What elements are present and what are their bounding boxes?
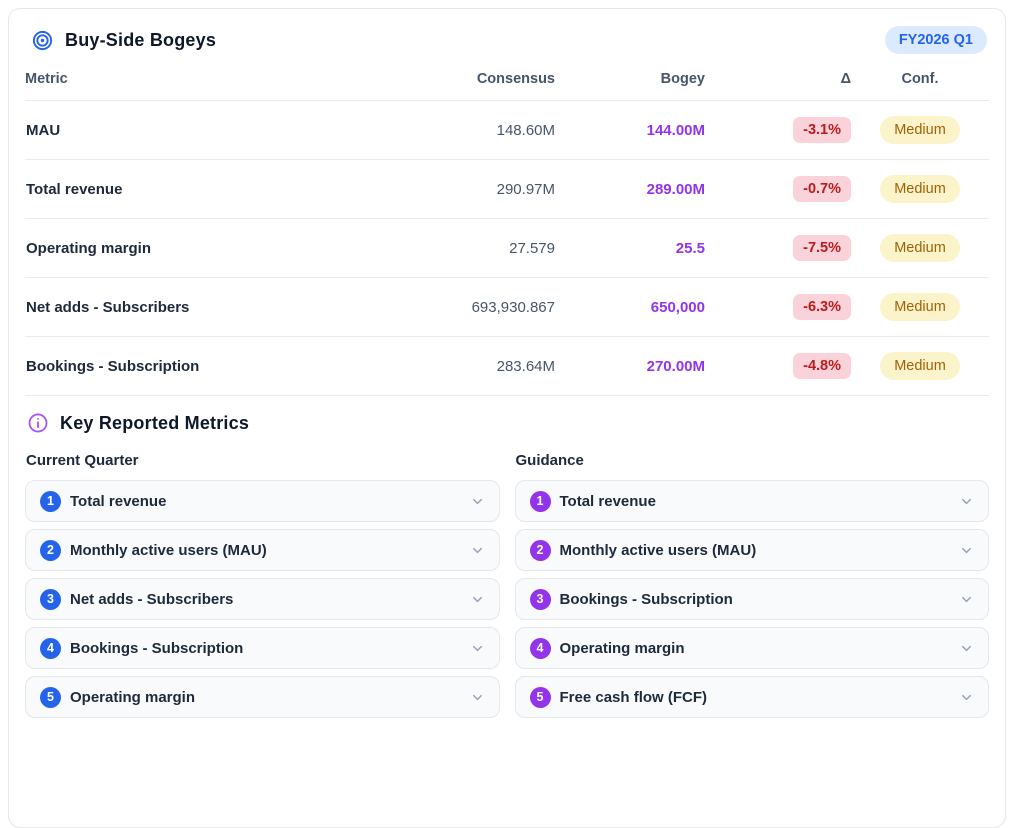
consensus-value: 148.60M bbox=[403, 100, 555, 160]
confidence-badge: Medium bbox=[880, 352, 960, 380]
chevron-down-icon bbox=[470, 641, 485, 656]
table-row: MAU 148.60M 144.00M -3.1% Medium bbox=[25, 100, 989, 160]
current-quarter-metric-dropdown-4[interactable]: 4 Bookings - Subscription bbox=[25, 627, 500, 669]
column-header-delta: Δ bbox=[705, 63, 851, 101]
rank-badge: 1 bbox=[529, 490, 551, 512]
dropdown-selected-label: Net adds - Subscribers bbox=[70, 590, 234, 608]
guidance-metric-dropdown-1[interactable]: 1 Total revenue bbox=[514, 480, 989, 522]
bogey-value: 650,000 bbox=[555, 277, 705, 337]
column-header-conf: Conf. bbox=[851, 63, 989, 101]
chevron-down-icon bbox=[959, 543, 974, 558]
guidance-column: Guidance 1 Total revenue 2 Monthly activ… bbox=[514, 446, 989, 725]
guidance-metric-dropdown-3[interactable]: 3 Bookings - Subscription bbox=[514, 578, 989, 620]
chevron-down-icon bbox=[959, 641, 974, 656]
rank-badge: 5 bbox=[40, 686, 61, 708]
metric-name: Operating margin bbox=[25, 218, 403, 278]
current-quarter-metric-dropdown-3[interactable]: 3 Net adds - Subscribers bbox=[25, 578, 500, 620]
table-header-row: Metric Consensus Bogey Δ Conf. bbox=[25, 63, 989, 101]
rank-badge: 2 bbox=[40, 539, 61, 561]
confidence-badge: Medium bbox=[880, 116, 960, 144]
info-icon bbox=[27, 412, 49, 434]
metric-name: Total revenue bbox=[25, 159, 403, 219]
guidance-metric-dropdown-5[interactable]: 5 Free cash flow (FCF) bbox=[514, 676, 989, 718]
dropdown-selected-label: Monthly active users (MAU) bbox=[70, 541, 267, 559]
confidence-badge: Medium bbox=[880, 175, 960, 203]
table-row: Bookings - Subscription 283.64M 270.00M … bbox=[25, 336, 989, 396]
chevron-down-icon bbox=[959, 592, 974, 607]
dropdown-selected-label: Monthly active users (MAU) bbox=[559, 541, 757, 559]
column-header-bogey: Bogey bbox=[555, 63, 705, 101]
period-badge: FY2026 Q1 bbox=[884, 26, 987, 54]
dropdown-selected-label: Operating margin bbox=[70, 688, 196, 706]
delta-badge: -0.7% bbox=[793, 176, 851, 202]
bogey-value: 289.00M bbox=[555, 159, 705, 219]
key-reported-metrics-header: Key Reported Metrics bbox=[25, 412, 989, 434]
guidance-metric-dropdown-4[interactable]: 4 Operating margin bbox=[514, 627, 989, 669]
table-row: Net adds - Subscribers 693,930.867 650,0… bbox=[25, 277, 989, 337]
column-heading-guidance: Guidance bbox=[515, 452, 584, 469]
column-header-consensus: Consensus bbox=[403, 63, 555, 101]
consensus-value: 27.579 bbox=[403, 218, 555, 278]
chevron-down-icon bbox=[959, 494, 974, 509]
metric-name: Bookings - Subscription bbox=[25, 336, 403, 396]
bogey-value: 270.00M bbox=[555, 336, 705, 396]
column-header-metric: Metric bbox=[25, 63, 403, 101]
rank-badge: 4 bbox=[40, 637, 61, 659]
rank-badge: 1 bbox=[40, 490, 61, 512]
delta-badge: -3.1% bbox=[793, 117, 851, 143]
consensus-value: 283.64M bbox=[403, 336, 555, 396]
metric-name: Net adds - Subscribers bbox=[25, 277, 403, 337]
rank-badge: 2 bbox=[529, 539, 551, 561]
dropdown-selected-label: Total revenue bbox=[70, 492, 167, 510]
delta-badge: -6.3% bbox=[793, 294, 851, 320]
dropdown-selected-label: Bookings - Subscription bbox=[70, 639, 244, 657]
dropdown-selected-label: Operating margin bbox=[559, 639, 685, 657]
column-heading-current-quarter: Current Quarter bbox=[26, 452, 139, 469]
target-icon bbox=[31, 29, 54, 52]
guidance-metric-dropdown-2[interactable]: 2 Monthly active users (MAU) bbox=[514, 529, 989, 571]
current-quarter-metric-dropdown-5[interactable]: 5 Operating margin bbox=[25, 676, 500, 718]
current-quarter-column: Current Quarter 1 Total revenue 2 Monthl… bbox=[25, 446, 500, 725]
buy-side-bogeys-card: Buy-Side Bogeys FY2026 Q1 Metric Consens… bbox=[8, 8, 1006, 828]
delta-badge: -7.5% bbox=[793, 235, 851, 261]
section-title: Key Reported Metrics bbox=[60, 412, 250, 433]
page-title: Buy-Side Bogeys bbox=[65, 29, 217, 50]
chevron-down-icon bbox=[470, 592, 485, 607]
key-metrics-grid: Current Quarter 1 Total revenue 2 Monthl… bbox=[25, 446, 989, 725]
rank-badge: 3 bbox=[529, 588, 551, 610]
card-header: Buy-Side Bogeys FY2026 Q1 bbox=[25, 24, 989, 54]
rank-badge: 5 bbox=[529, 686, 551, 708]
dropdown-selected-label: Bookings - Subscription bbox=[559, 590, 733, 608]
consensus-value: 290.97M bbox=[403, 159, 555, 219]
delta-badge: -4.8% bbox=[793, 353, 851, 379]
bogey-value: 25.5 bbox=[555, 218, 705, 278]
metric-name: MAU bbox=[25, 100, 403, 160]
table-row: Total revenue 290.97M 289.00M -0.7% Medi… bbox=[25, 159, 989, 219]
current-quarter-metric-dropdown-1[interactable]: 1 Total revenue bbox=[25, 480, 500, 522]
confidence-badge: Medium bbox=[880, 234, 960, 262]
table-row: Operating margin 27.579 25.5 -7.5% Mediu… bbox=[25, 218, 989, 278]
rank-badge: 4 bbox=[529, 637, 551, 659]
chevron-down-icon bbox=[470, 543, 485, 558]
confidence-badge: Medium bbox=[880, 293, 960, 321]
consensus-value: 693,930.867 bbox=[403, 277, 555, 337]
dropdown-selected-label: Free cash flow (FCF) bbox=[559, 688, 708, 706]
current-quarter-metric-dropdown-2[interactable]: 2 Monthly active users (MAU) bbox=[25, 529, 500, 571]
bogey-value: 144.00M bbox=[555, 100, 705, 160]
rank-badge: 3 bbox=[40, 588, 61, 610]
dropdown-selected-label: Total revenue bbox=[559, 492, 656, 510]
bogeys-table: Metric Consensus Bogey Δ Conf. MAU 148.6… bbox=[25, 63, 989, 396]
chevron-down-icon bbox=[470, 494, 485, 509]
